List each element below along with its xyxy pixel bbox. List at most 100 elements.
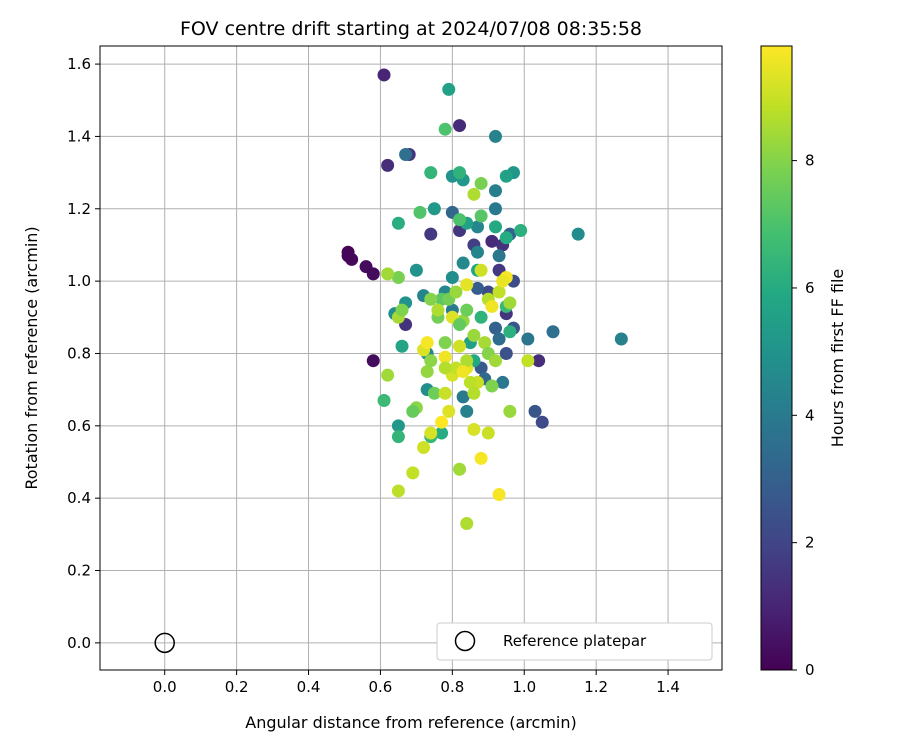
data-point — [614, 332, 628, 346]
data-point — [471, 281, 485, 295]
y-tick-label: 0.4 — [67, 489, 91, 507]
x-axis: 0.0 0.2 0.4 0.6 0.8 1.0 1.2 1.4 — [153, 670, 680, 696]
data-point — [420, 336, 434, 350]
data-point — [413, 205, 427, 219]
data-point — [417, 441, 431, 455]
data-point — [471, 220, 485, 234]
data-point — [449, 285, 463, 299]
data-point — [467, 328, 481, 342]
colorbar-tick-label: 0 — [805, 661, 815, 679]
data-point — [460, 278, 474, 292]
x-axis-label: Angular distance from reference (arcmin) — [245, 713, 576, 732]
data-point — [453, 119, 467, 133]
data-point — [391, 419, 405, 433]
data-point — [503, 404, 517, 418]
data-point — [474, 451, 488, 465]
y-tick-label: 0.6 — [67, 417, 91, 435]
data-point — [381, 368, 395, 382]
data-point — [546, 325, 560, 339]
data-point — [499, 169, 513, 183]
data-point — [377, 68, 391, 82]
data-point — [442, 82, 456, 96]
y-tick-label: 0.8 — [67, 344, 91, 362]
data-point — [499, 346, 513, 360]
data-point — [521, 332, 535, 346]
data-point — [478, 336, 492, 350]
colorbar-ticks: 0 2 4 6 8 — [792, 152, 815, 679]
y-tick-label: 0.0 — [67, 634, 91, 652]
data-point — [456, 365, 470, 379]
data-point — [474, 209, 488, 223]
data-point — [438, 361, 452, 375]
data-point — [481, 426, 495, 440]
data-point — [424, 426, 438, 440]
data-point — [460, 404, 474, 418]
data-point — [366, 354, 380, 368]
data-point — [467, 386, 481, 400]
data-point — [492, 285, 506, 299]
data-point — [474, 310, 488, 324]
legend-label-reference: Reference platepar — [503, 632, 647, 650]
data-point — [420, 365, 434, 379]
data-point — [427, 386, 441, 400]
data-point — [488, 321, 502, 335]
colorbar: 0 2 4 6 8 Hours from first FF file — [760, 45, 847, 679]
data-point — [456, 390, 470, 404]
data-point — [391, 271, 405, 285]
x-tick-label: 0.6 — [369, 678, 393, 696]
data-point — [391, 484, 405, 498]
data-point — [460, 303, 474, 317]
data-point — [453, 339, 467, 353]
data-point — [395, 339, 409, 353]
data-point — [424, 166, 438, 180]
y-tick-label: 1.2 — [67, 200, 91, 218]
y-tick-label: 1.6 — [67, 55, 91, 73]
data-point — [488, 202, 502, 216]
data-point — [485, 234, 499, 248]
data-point — [499, 231, 513, 245]
colorbar-tick-label: 6 — [805, 279, 815, 297]
data-point — [435, 426, 449, 440]
x-tick-label: 0.4 — [297, 678, 321, 696]
data-point — [460, 354, 474, 368]
data-point — [366, 267, 380, 281]
x-tick-label: 1.0 — [512, 678, 536, 696]
data-point — [438, 350, 452, 364]
data-point — [435, 415, 449, 429]
data-point — [431, 303, 445, 317]
data-point — [492, 249, 506, 263]
data-point — [438, 386, 452, 400]
data-point — [485, 379, 499, 393]
data-point — [535, 415, 549, 429]
data-point — [488, 129, 502, 143]
data-point — [395, 303, 409, 317]
data-point — [453, 318, 467, 332]
data-point — [453, 166, 467, 180]
y-tick-label: 0.2 — [67, 562, 91, 580]
y-tick-label: 1.4 — [67, 127, 91, 145]
data-point — [474, 263, 488, 277]
data-point — [445, 271, 459, 285]
data-point — [460, 516, 474, 530]
colorbar-label: Hours from first FF file — [828, 269, 847, 448]
data-point — [514, 223, 528, 237]
colorbar-gradient — [760, 45, 793, 671]
data-point — [532, 354, 546, 368]
x-tick-label: 0.8 — [440, 678, 464, 696]
data-point — [406, 404, 420, 418]
data-point — [381, 267, 395, 281]
data-point — [571, 227, 585, 241]
colorbar-tick-label: 2 — [805, 534, 815, 552]
data-point — [438, 122, 452, 136]
legend-marker-reference — [454, 630, 476, 652]
data-point — [424, 354, 438, 368]
data-point — [488, 220, 502, 234]
data-point — [492, 488, 506, 502]
data-point — [381, 158, 395, 172]
data-point — [399, 148, 413, 162]
x-tick-label: 1.2 — [584, 678, 608, 696]
data-point — [485, 299, 499, 313]
data-point — [463, 375, 477, 389]
data-point — [391, 216, 405, 230]
data-point — [391, 430, 405, 444]
